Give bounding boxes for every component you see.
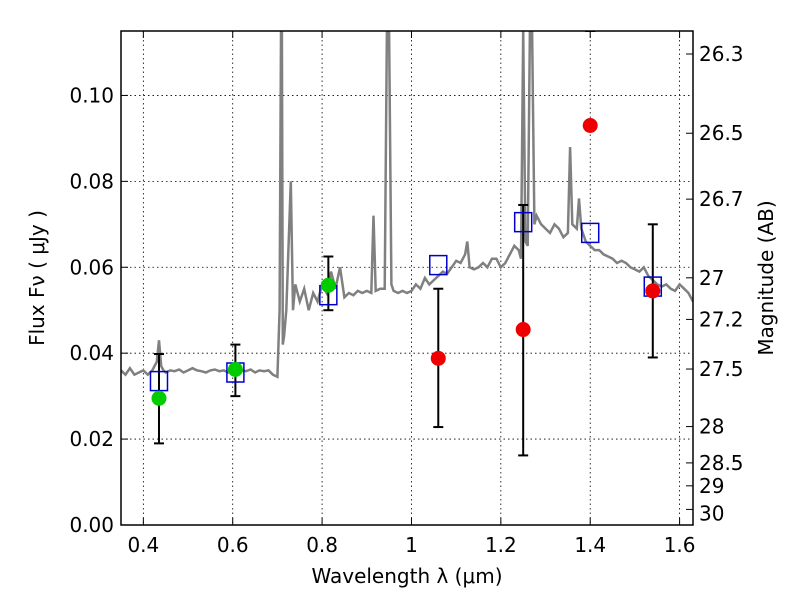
- green-points: [151, 277, 336, 406]
- y-tick-label: 0.06: [69, 255, 114, 279]
- plot-area: [121, 31, 693, 457]
- mag-tick-label: 28: [699, 415, 724, 439]
- x-tick-label: 1.2: [485, 533, 517, 557]
- y-tick-label: 0.02: [69, 427, 114, 451]
- red-point: [430, 350, 446, 366]
- y-axis-label: Flux Fν ( μJy ): [25, 210, 49, 346]
- x-tick-label: 1.4: [574, 533, 606, 557]
- red-points: [430, 118, 661, 366]
- y-right-axis-label: Magnitude (AB): [754, 200, 778, 355]
- green-point: [151, 390, 167, 406]
- x-tick-label: 1.6: [664, 533, 696, 557]
- red-point: [582, 118, 598, 134]
- y-tick-label: 0.08: [69, 169, 114, 193]
- green-point: [227, 361, 243, 377]
- y-tick-label: 0.04: [69, 341, 114, 365]
- mag-tick-label: 26.5: [699, 121, 744, 145]
- model-square: [513, 211, 533, 233]
- axis-ticks: [121, 31, 693, 526]
- mag-tick-label: 27.5: [699, 357, 744, 381]
- x-tick-label: 0.8: [306, 533, 338, 557]
- spectrum-line: [121, 31, 693, 379]
- red-point: [645, 283, 661, 299]
- mag-tick-label: 28.5: [699, 451, 744, 475]
- red-point: [515, 322, 531, 338]
- green-point: [320, 277, 336, 293]
- mag-tick-label: 27: [699, 266, 724, 290]
- tick-labels: 0.4 0.6 0.8 1 1.2 1.4 1.6 0.00 0.02 0.04 0.06 0.08 0…: [69, 42, 743, 557]
- y-tick-label: 0.10: [69, 83, 114, 107]
- mag-tick-label: 26.7: [699, 187, 744, 211]
- model-square: [429, 254, 448, 276]
- model-square: [149, 370, 169, 392]
- mag-tick-label: 27.2: [699, 307, 744, 331]
- model-square: [580, 222, 600, 244]
- mag-tick-label: 29: [699, 474, 724, 498]
- y-tick-label: 0.00: [69, 513, 114, 537]
- x-tick-label: 0.6: [217, 533, 249, 557]
- x-tick-label: 0.4: [127, 533, 159, 557]
- mag-tick-label: 26.3: [699, 42, 744, 66]
- mag-tick-label: 30: [699, 501, 724, 525]
- x-axis-label: Wavelength λ (μm): [311, 564, 502, 588]
- x-tick-label: 1: [405, 533, 418, 557]
